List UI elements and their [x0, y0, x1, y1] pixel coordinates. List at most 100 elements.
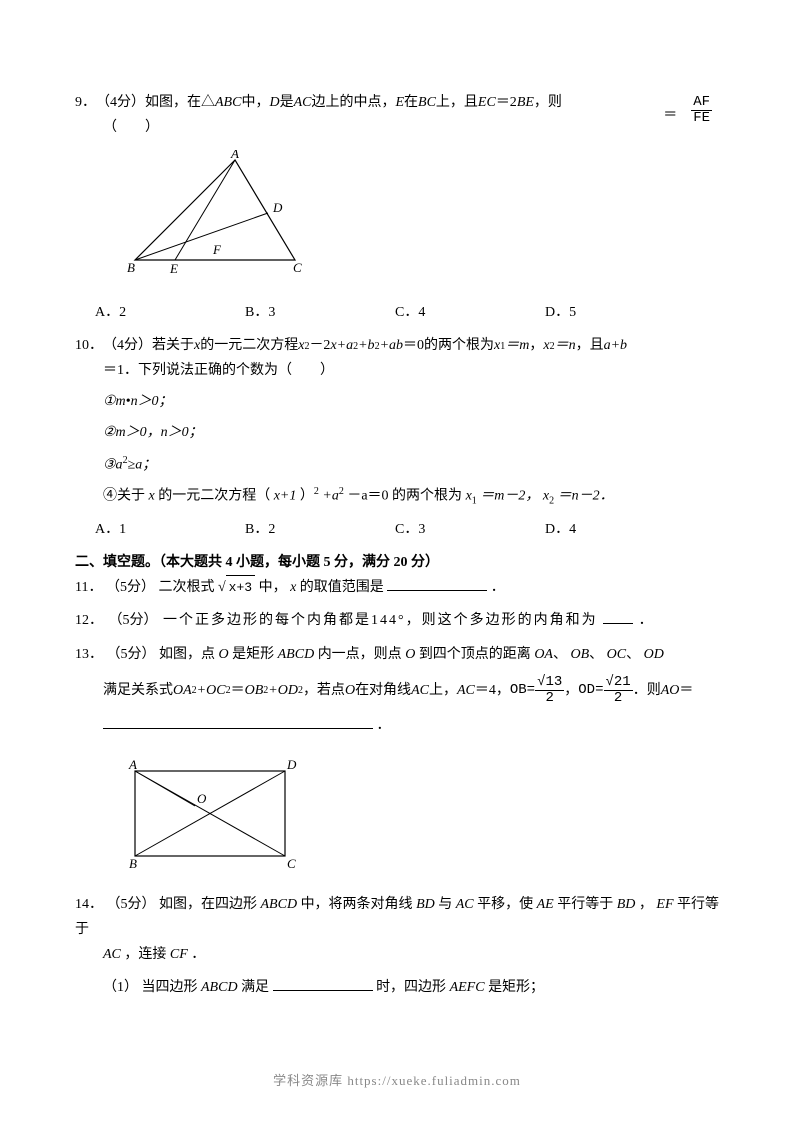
q13-o: O [219, 647, 229, 662]
label-F: F [212, 242, 222, 257]
q10-eqn: ＝n [555, 333, 576, 358]
q10-s4-b: 的一元二次方程（ [158, 489, 270, 504]
q9-abc: ABC [215, 90, 241, 115]
q13-l2a: 满足关系式 [103, 678, 173, 703]
q13-period: ． [377, 718, 391, 733]
q14-blank [273, 977, 373, 991]
q10-text-b: 的一元二次方程 [200, 333, 298, 358]
q13-o3: O [345, 678, 355, 703]
q13-text-c: 内一点，则点 [318, 647, 406, 662]
q14-bd: BD [416, 897, 435, 912]
q10-opt-d: D．4 [545, 517, 695, 542]
q9-triangle-svg: A B C D E F [115, 150, 315, 280]
label-C: C [287, 856, 296, 871]
label-A: A [230, 150, 239, 161]
q10-stem: 10． （4分） 若关于 x 的一元二次方程 x2 －2 x+a2 +b2 +a… [75, 333, 719, 358]
q14-number: 14． [75, 897, 103, 912]
label-D: D [272, 200, 283, 215]
q13-rel: OA [173, 678, 192, 703]
q14-sub1-label: （1） [103, 980, 138, 995]
q14-sub1-c: 时，四边形 [376, 980, 446, 995]
q10-s3-b: ≥a； [128, 457, 157, 472]
q13-points: （5分） [107, 647, 156, 662]
q13-eqend: ＝ [679, 678, 693, 703]
q13-oc: OC [607, 647, 626, 662]
q13-sep1: 、 [553, 647, 567, 662]
q13-abcd: ABCD [278, 647, 315, 662]
q10-xplus: x+a [330, 333, 353, 358]
q14-ae: AE [537, 897, 554, 912]
q10-opt-a: A．1 [95, 517, 245, 542]
q9-eq: ＝2 [496, 90, 517, 115]
q10-s4-f: －a＝0 的两个根为 [347, 489, 465, 504]
q13-oc2: OC [206, 678, 225, 703]
q13-odeq: OD= [578, 678, 603, 703]
sqrt-icon [218, 580, 226, 595]
q10-opt-b: B．2 [245, 517, 395, 542]
q13-line3: ． [103, 713, 719, 738]
label-C: C [293, 260, 302, 275]
q9-opt-b: B．3 [245, 300, 395, 325]
q14-sub1-d: 是矩形； [488, 980, 544, 995]
q13-sep2: 、 [589, 647, 603, 662]
question-13: 13． （5分） 如图，点 O 是矩形 ABCD 内一点，则点 O 到四个顶点的… [75, 642, 719, 880]
q9-text-g: ，则 [534, 90, 562, 115]
q13-l2b: ，若点 [303, 678, 345, 703]
q13-line1: 13． （5分） 如图，点 O 是矩形 ABCD 内一点，则点 O 到四个顶点的… [75, 642, 719, 667]
q10-eqzero: ＝0的两个根为 [403, 333, 494, 358]
q14-text-b: 中，将两条对角线 [301, 897, 417, 912]
q10-opt-c: C．3 [395, 517, 545, 542]
q9-paren: （ ） [103, 115, 719, 140]
q10-s3-a: ③a [103, 457, 123, 472]
label-A: A [128, 757, 137, 772]
q10-options: A．1 B．2 C．3 D．4 [95, 517, 719, 542]
q9-frac-num: AF [691, 95, 712, 111]
q13-text-b: 是矩形 [232, 647, 278, 662]
q9-points: （4分） [96, 90, 145, 115]
q13-eq4: ＝4， [475, 678, 510, 703]
q10-s4-g: ＝m－2， [480, 489, 539, 504]
q12-number: 12． [75, 613, 103, 628]
q13-ao: AO [661, 678, 680, 703]
q9-ac: AC [294, 90, 312, 115]
q11-text-a: 二次根式 [158, 580, 214, 595]
label-E: E [169, 261, 178, 276]
q10-s4-x: x [149, 489, 155, 504]
q11-text-c: 的取值范围是 [300, 580, 384, 595]
q9-opt-a: A．2 [95, 300, 245, 325]
q11-points: （5分） [106, 580, 155, 595]
q9-text-f: 上，且 [436, 90, 478, 115]
q13-rect-svg: A D B C O [115, 756, 305, 871]
q10-s3: ③a2≥a； [103, 452, 719, 478]
q13-l2c: 在对角线 [355, 678, 411, 703]
q13-obeq: OB= [510, 678, 535, 703]
q13-frac1-num: √13 [535, 675, 564, 691]
q13-text-d: 到四个顶点的距离 [419, 647, 535, 662]
q11-number: 11． [75, 580, 102, 595]
q14-line1: 14． （5分） 如图，在四边形 ABCD 中，将两条对角线 BD 与 AC 平… [75, 892, 719, 942]
q13-frac1: √13 2 [535, 675, 564, 707]
q11-x: x [290, 580, 296, 595]
q13-line2: 满足关系式 OA2 + OC2 ＝ OB2 + OD2 ，若点 O 在对角线 A… [103, 675, 719, 707]
q14-abcd: ABCD [261, 897, 298, 912]
q10-comma1: ， [529, 333, 543, 358]
q14-text-c: 与 [438, 897, 456, 912]
q13-eq1: ＝ [231, 678, 245, 703]
page-footer: 学科资源库 https://xueke.fuliadmin.com [0, 1069, 794, 1092]
q9-d: D [269, 90, 279, 115]
q13-plus1: + [197, 678, 206, 703]
q10-s4-sup2: 2 [339, 486, 344, 497]
q14-text-e: 平行等于 [557, 897, 617, 912]
q10-rest1: －2 [309, 333, 330, 358]
question-9: 9． （4分） 如图，在△ ABC 中， D 是 AC 边上的中点， E 在 B… [75, 90, 719, 325]
q14-sub1: （1） 当四边形 ABCD 满足 时，四边形 AEFC 是矩形； [103, 975, 719, 1000]
q13-frac2: √21 2 [604, 675, 633, 707]
q11-text-b: 中， [259, 580, 287, 595]
q10-s4-e: +a [322, 489, 338, 504]
q13-sep3: 、 [626, 647, 640, 662]
q9-fraction-block: ＝ AF FE [691, 95, 712, 127]
q14-abcd2: ABCD [201, 980, 238, 995]
label-B: B [127, 260, 135, 275]
q10-points: （4分） [103, 333, 152, 358]
q10-s4-h: ＝n－2． [558, 489, 614, 504]
